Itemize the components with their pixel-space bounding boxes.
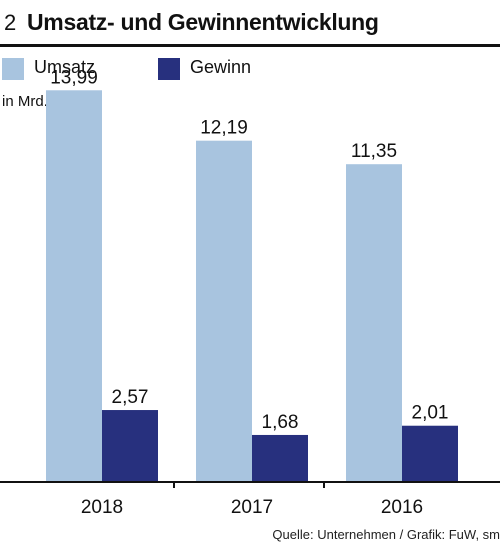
bar-gewinn-2017 bbox=[252, 434, 308, 482]
chart-title: Umsatz- und Gewinnentwicklung bbox=[27, 9, 379, 35]
data-label-umsatz-2016: 11,35 bbox=[351, 141, 397, 162]
data-label-gewinn-2018: 2,57 bbox=[112, 387, 149, 408]
data-label-umsatz-2018: 13,99 bbox=[50, 67, 98, 88]
x-tick-label-2016: 2016 bbox=[381, 497, 423, 518]
chart-header: 2 Umsatz- und Gewinnentwicklung bbox=[0, 0, 500, 48]
legend-label-umsatz: Umsatz bbox=[34, 57, 96, 77]
data-label-umsatz-2017: 12,19 bbox=[200, 118, 248, 139]
header-rule bbox=[0, 44, 500, 47]
bar-umsatz-2016 bbox=[346, 164, 402, 482]
data-label-gewinn-2017: 1,68 bbox=[262, 412, 299, 433]
legend-swatch-gewinn bbox=[158, 58, 180, 80]
source-note: Quelle: Unternehmen / Grafik: FuW, sm bbox=[272, 527, 500, 542]
x-tick-label-2017: 2017 bbox=[231, 497, 273, 518]
bar-gewinn-2018 bbox=[102, 410, 158, 482]
x-tick-label-2018: 2018 bbox=[81, 497, 123, 518]
chart-number: 2 bbox=[4, 10, 17, 35]
legend-swatch-umsatz bbox=[2, 58, 24, 80]
y-unit-label: in Mrd. $ bbox=[2, 93, 61, 110]
legend: Umsatz Gewinn bbox=[0, 56, 500, 82]
legend-label-gewinn: Gewinn bbox=[190, 57, 252, 77]
bar-gewinn-2016 bbox=[402, 425, 458, 482]
bar-umsatz-2018 bbox=[46, 90, 102, 482]
data-label-gewinn-2016: 2,01 bbox=[412, 403, 449, 424]
bar-umsatz-2017 bbox=[196, 140, 252, 482]
